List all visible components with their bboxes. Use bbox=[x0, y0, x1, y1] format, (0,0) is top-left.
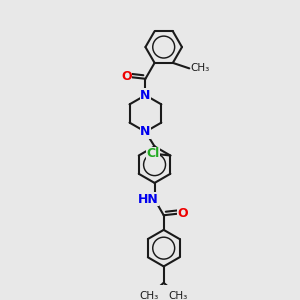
Text: N: N bbox=[140, 89, 151, 102]
Text: CH₃: CH₃ bbox=[169, 291, 188, 300]
Text: CH₃: CH₃ bbox=[140, 291, 159, 300]
Text: N: N bbox=[140, 125, 151, 138]
Text: O: O bbox=[121, 70, 132, 83]
Text: HN: HN bbox=[138, 193, 158, 206]
Text: Cl: Cl bbox=[146, 147, 160, 160]
Text: O: O bbox=[178, 207, 188, 220]
Text: CH₃: CH₃ bbox=[190, 63, 209, 74]
